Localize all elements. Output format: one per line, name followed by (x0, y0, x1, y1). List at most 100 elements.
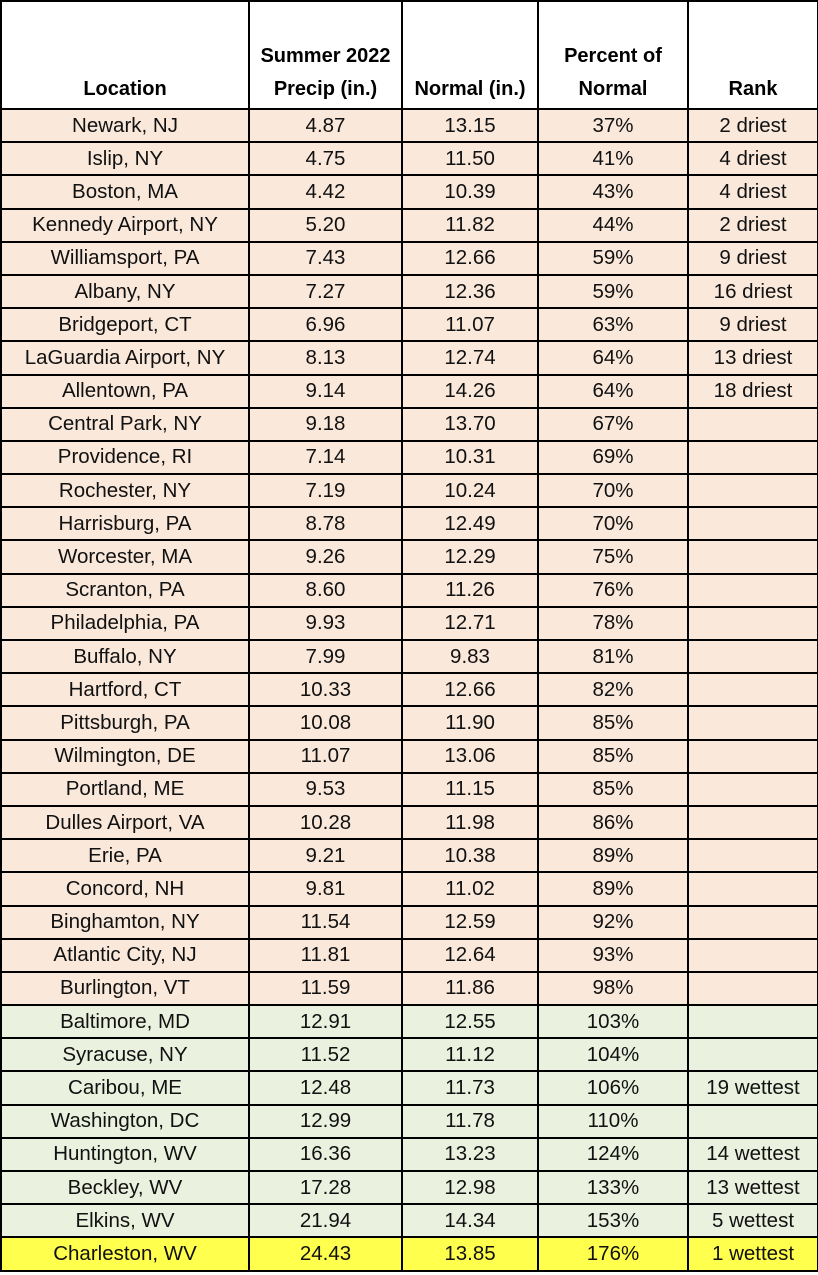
table-row: Philadelphia, PA 9.93 12.71 78% (0, 605, 818, 642)
normal-cell: 14.26 (401, 373, 539, 409)
table-row: Portland, ME 9.53 11.15 85% (0, 771, 818, 807)
rank-cell (687, 473, 818, 509)
normal-cell: 11.02 (401, 871, 539, 907)
normal-cell: 10.38 (401, 838, 539, 874)
header-percent-of-normal: Percent of Normal (537, 0, 689, 110)
location-cell: Charleston, WV (0, 1236, 250, 1272)
percent-of-normal-cell: 67% (537, 406, 689, 442)
location-cell: Harrisburg, PA (0, 506, 250, 542)
table-row: Central Park, NY 9.18 13.70 67% (0, 406, 818, 442)
summer-precip-cell: 11.52 (248, 1037, 403, 1073)
location-cell: Burlington, VT (0, 970, 250, 1007)
rank-cell (687, 970, 818, 1007)
percent-of-normal-cell: 176% (537, 1236, 689, 1272)
percent-of-normal-cell: 43% (537, 174, 689, 210)
location-cell: Buffalo, NY (0, 638, 250, 675)
summer-precip-cell: 5.20 (248, 207, 403, 243)
percent-of-normal-cell: 89% (537, 871, 689, 907)
table-row: Boston, MA 4.42 10.39 43% 4 driest (0, 174, 818, 210)
rank-cell: 1 wettest (687, 1236, 818, 1272)
summer-precip-cell: 21.94 (248, 1203, 403, 1239)
table-row: Newark, NJ 4.87 13.15 37% 2 driest (0, 107, 818, 144)
summer-precip-cell: 11.07 (248, 738, 403, 774)
summer-precip-cell: 17.28 (248, 1169, 403, 1206)
normal-cell: 12.66 (401, 240, 539, 276)
percent-of-normal-cell: 104% (537, 1037, 689, 1073)
summer-precip-cell: 7.27 (248, 273, 403, 310)
table-row: Buffalo, NY 7.99 9.83 81% (0, 638, 818, 675)
table-row: Rochester, NY 7.19 10.24 70% (0, 473, 818, 509)
summer-precip-cell: 9.53 (248, 771, 403, 807)
location-cell: Scranton, PA (0, 572, 250, 608)
normal-cell: 11.12 (401, 1037, 539, 1073)
location-cell: Hartford, CT (0, 672, 250, 708)
location-cell: Washington, DC (0, 1103, 250, 1139)
table-row: Kennedy Airport, NY 5.20 11.82 44% 2 driest (0, 207, 818, 243)
normal-cell: 11.86 (401, 970, 539, 1007)
normal-cell: 13.85 (401, 1236, 539, 1272)
summer-precip-cell: 6.96 (248, 307, 403, 343)
location-cell: Concord, NH (0, 871, 250, 907)
location-cell: Worcester, MA (0, 539, 250, 575)
rank-cell (687, 1103, 818, 1139)
percent-of-normal-cell: 153% (537, 1203, 689, 1239)
normal-cell: 11.78 (401, 1103, 539, 1139)
percent-of-normal-cell: 81% (537, 638, 689, 675)
location-cell: Beckley, WV (0, 1169, 250, 1206)
location-cell: Syracuse, NY (0, 1037, 250, 1073)
table-row: Baltimore, MD 12.91 12.55 103% (0, 1004, 818, 1040)
percent-of-normal-cell: 103% (537, 1004, 689, 1040)
rank-cell: 4 driest (687, 141, 818, 177)
percent-of-normal-cell: 78% (537, 605, 689, 642)
table-row: Williamsport, PA 7.43 12.66 59% 9 driest (0, 240, 818, 276)
summer-precip-cell: 12.99 (248, 1103, 403, 1139)
percent-of-normal-cell: 86% (537, 804, 689, 841)
summer-precip-cell: 11.54 (248, 904, 403, 940)
header-summer-precip: Summer 2022 Precip (in.) (248, 0, 403, 110)
rank-cell: 19 wettest (687, 1070, 818, 1106)
normal-cell: 12.36 (401, 273, 539, 310)
table-row: Charleston, WV 24.43 13.85 176% 1 wettest (0, 1236, 818, 1272)
location-cell: Central Park, NY (0, 406, 250, 442)
table-row: Hartford, CT 10.33 12.66 82% (0, 672, 818, 708)
rank-cell: 9 driest (687, 307, 818, 343)
normal-cell: 11.90 (401, 705, 539, 741)
percent-of-normal-cell: 89% (537, 838, 689, 874)
summer-precip-cell: 11.59 (248, 970, 403, 1007)
percent-of-normal-cell: 63% (537, 307, 689, 343)
percent-of-normal-cell: 124% (537, 1136, 689, 1173)
rank-cell (687, 771, 818, 807)
rank-cell (687, 937, 818, 973)
percent-of-normal-cell: 37% (537, 107, 689, 144)
table-row: Caribou, ME 12.48 11.73 106% 19 wettest (0, 1070, 818, 1106)
normal-cell: 11.26 (401, 572, 539, 608)
location-cell: Allentown, PA (0, 373, 250, 409)
summer-precip-cell: 12.91 (248, 1004, 403, 1040)
percent-of-normal-cell: 44% (537, 207, 689, 243)
normal-cell: 10.24 (401, 473, 539, 509)
percent-of-normal-cell: 85% (537, 738, 689, 774)
percent-of-normal-cell: 59% (537, 273, 689, 310)
location-cell: Wilmington, DE (0, 738, 250, 774)
summer-precip-cell: 9.14 (248, 373, 403, 409)
rank-cell: 16 driest (687, 273, 818, 310)
rank-cell: 9 driest (687, 240, 818, 276)
summer-precip-cell: 8.78 (248, 506, 403, 542)
normal-cell: 12.66 (401, 672, 539, 708)
percent-of-normal-cell: 75% (537, 539, 689, 575)
rank-cell (687, 406, 818, 442)
table-row: Burlington, VT 11.59 11.86 98% (0, 970, 818, 1007)
location-cell: Binghamton, NY (0, 904, 250, 940)
percent-of-normal-cell: 85% (537, 771, 689, 807)
table-row: Wilmington, DE 11.07 13.06 85% (0, 738, 818, 774)
table-row: Atlantic City, NJ 11.81 12.64 93% (0, 937, 818, 973)
rank-cell (687, 705, 818, 741)
rank-cell: 5 wettest (687, 1203, 818, 1239)
normal-cell: 10.39 (401, 174, 539, 210)
table-row: Elkins, WV 21.94 14.34 153% 5 wettest (0, 1203, 818, 1239)
table-row: Huntington, WV 16.36 13.23 124% 14 wettest (0, 1136, 818, 1173)
summer-precip-cell: 7.14 (248, 439, 403, 476)
table-row: Beckley, WV 17.28 12.98 133% 13 wettest (0, 1169, 818, 1206)
summer-precip-cell: 4.87 (248, 107, 403, 144)
summer-precip-cell: 4.42 (248, 174, 403, 210)
